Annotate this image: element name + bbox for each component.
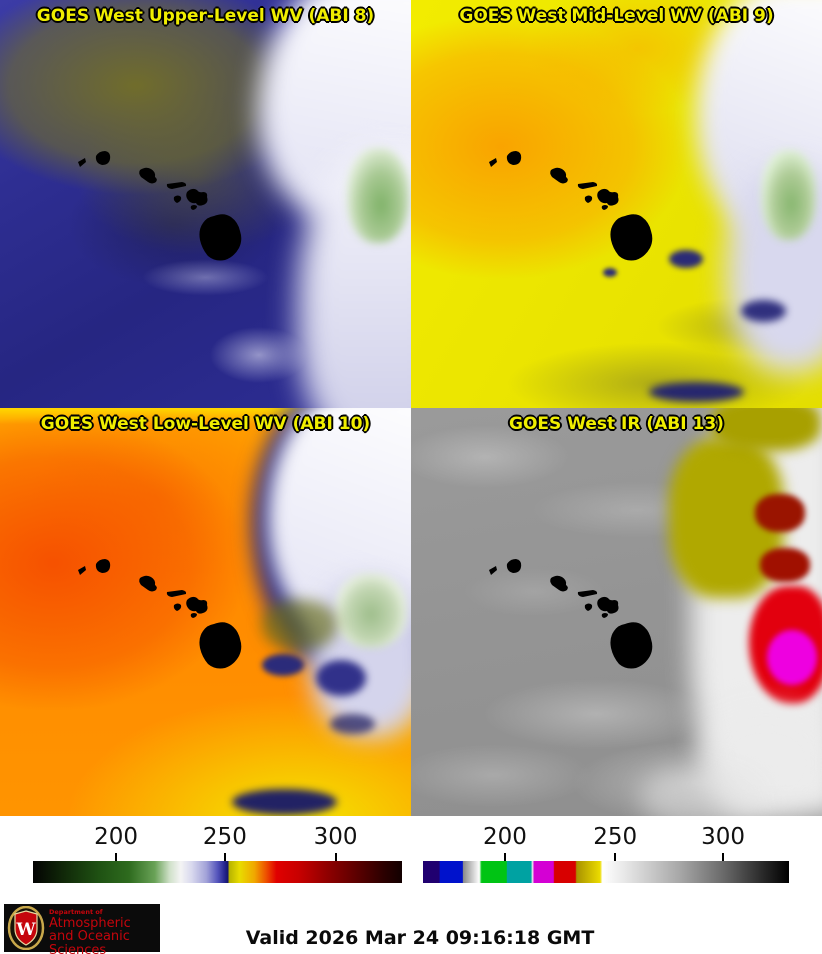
cloud-blob (649, 382, 744, 402)
colorbar-tick-label: 300 (701, 824, 746, 850)
colorbar-tick-mark (614, 853, 617, 861)
cloud-blob (316, 660, 366, 696)
panel-title: GOES West Mid-Level WV (ABI 9) (459, 6, 774, 26)
hawaii-islands-outline (78, 151, 242, 261)
panel-mid-level-wv: GOES West Mid-Level WV (ABI 9) (411, 0, 822, 408)
panel-title: GOES West Low-Level WV (ABI 10) (40, 414, 371, 434)
cloud-blob (262, 654, 304, 676)
logo-name-line2: and Oceanic Sciences (49, 929, 130, 954)
cold-cloud-top-red (760, 548, 810, 582)
logo-name-line1: Atmospheric (49, 915, 131, 931)
logo-text: Department of Atmospheric and Oceanic Sc… (49, 909, 160, 954)
colorbar-tick-mark (722, 853, 725, 861)
colorbar-tick-label: 200 (94, 824, 138, 850)
cloud-blob (262, 600, 337, 650)
panel-ir: GOES West IR (ABI 13) (411, 408, 822, 816)
valid-timestamp: Valid 2026 Mar 24 09:16:18 GMT (245, 927, 595, 949)
cloud-blob (603, 268, 617, 277)
cloud-blob (330, 714, 375, 734)
hawaii-islands-outline (489, 559, 653, 669)
wv-colorbar-gradient (33, 861, 402, 883)
hawaii-islands-outline (489, 151, 653, 261)
ir-colorbar-gradient (423, 861, 789, 883)
cold-cloud-top-red (755, 494, 805, 532)
cloud-blob (232, 789, 337, 815)
cold-cloud-top-green (335, 573, 407, 648)
panel-upper-level-wv: GOES West Upper-Level WV (ABI 8) (0, 0, 411, 408)
colorbar-tick-mark (223, 853, 226, 861)
uw-crest-icon: W (7, 906, 45, 950)
colorbar-tick-label: 300 (313, 824, 358, 850)
cold-cloud-top-green (761, 150, 816, 240)
cold-cloud-top-green (347, 148, 409, 243)
wv-colorbar: 200 250 300 (33, 824, 402, 883)
cloud-blob (669, 250, 703, 268)
colorbar-tick-mark (334, 853, 337, 861)
panel-low-level-wv: GOES West Low-Level WV (ABI 10) (0, 408, 411, 816)
colorbar-tick-label: 250 (593, 824, 638, 850)
panel-title: GOES West IR (ABI 13) (509, 414, 724, 434)
colorbar-tick-mark (115, 853, 118, 861)
panel-title: GOES West Upper-Level WV (ABI 8) (36, 6, 375, 26)
ir-colorbar: 200 250 300 (423, 824, 789, 883)
hawaii-islands-outline (78, 559, 242, 669)
colorbar-tick-label: 250 (202, 824, 247, 850)
cloud-blob (641, 768, 761, 816)
colorbar-tick-mark (503, 853, 506, 861)
cold-cloud-top-olive (711, 408, 821, 451)
logo-dept-label: Department of (49, 908, 103, 916)
colorbar-tick-label: 200 (483, 824, 527, 850)
cold-cloud-top-magenta (767, 630, 817, 685)
cloud-blob (741, 300, 786, 322)
uw-monogram: W (15, 920, 36, 940)
uw-aos-logo: W Department of Atmospheric and Oceanic … (4, 904, 160, 954)
